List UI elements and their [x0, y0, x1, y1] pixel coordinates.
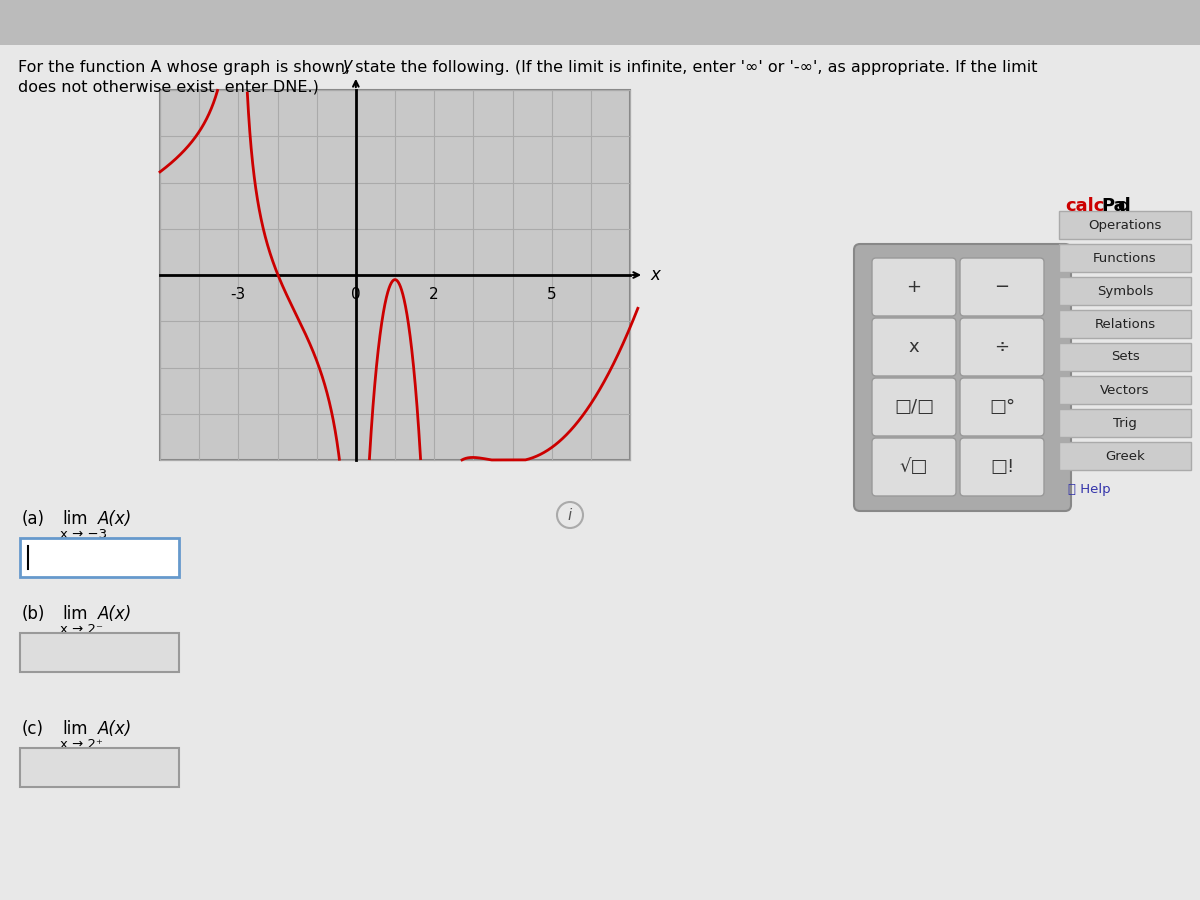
- FancyBboxPatch shape: [960, 318, 1044, 376]
- FancyBboxPatch shape: [872, 258, 956, 316]
- FancyBboxPatch shape: [1060, 244, 1190, 272]
- Text: Trig: Trig: [1114, 417, 1136, 429]
- FancyBboxPatch shape: [1060, 442, 1190, 470]
- Text: (a): (a): [22, 510, 46, 528]
- Text: □°: □°: [989, 398, 1015, 416]
- Text: Functions: Functions: [1093, 251, 1157, 265]
- FancyBboxPatch shape: [0, 0, 1200, 45]
- Text: A(x): A(x): [98, 605, 132, 623]
- FancyBboxPatch shape: [960, 438, 1044, 496]
- FancyBboxPatch shape: [960, 258, 1044, 316]
- Text: x → 2⁻: x → 2⁻: [60, 623, 103, 636]
- FancyBboxPatch shape: [1060, 310, 1190, 338]
- Text: lim: lim: [62, 605, 88, 623]
- FancyBboxPatch shape: [1060, 376, 1190, 404]
- FancyBboxPatch shape: [1060, 409, 1190, 437]
- FancyBboxPatch shape: [872, 378, 956, 436]
- FancyBboxPatch shape: [960, 378, 1044, 436]
- Text: For the function A whose graph is shown, state the following. (If the limit is i: For the function A whose graph is shown,…: [18, 60, 1038, 75]
- Text: A(x): A(x): [98, 720, 132, 738]
- FancyBboxPatch shape: [1060, 211, 1190, 239]
- Text: 5: 5: [547, 287, 557, 302]
- FancyBboxPatch shape: [872, 318, 956, 376]
- Text: +: +: [906, 278, 922, 296]
- Text: x: x: [650, 266, 660, 284]
- FancyBboxPatch shape: [1060, 343, 1190, 371]
- Text: ÷: ÷: [995, 338, 1009, 356]
- FancyBboxPatch shape: [20, 748, 179, 787]
- Text: Greek: Greek: [1105, 449, 1145, 463]
- Text: x → 2⁺: x → 2⁺: [60, 738, 103, 751]
- Text: □!: □!: [990, 458, 1014, 476]
- Text: 0: 0: [352, 287, 361, 302]
- Text: 2: 2: [430, 287, 439, 302]
- Text: x: x: [908, 338, 919, 356]
- Text: √□: √□: [900, 458, 929, 476]
- Text: (c): (c): [22, 720, 44, 738]
- Text: Sets: Sets: [1111, 350, 1139, 364]
- FancyBboxPatch shape: [872, 438, 956, 496]
- Text: lim: lim: [62, 510, 88, 528]
- Text: d: d: [1117, 197, 1129, 215]
- FancyBboxPatch shape: [20, 538, 179, 577]
- Text: does not otherwise exist, enter DNE.): does not otherwise exist, enter DNE.): [18, 80, 319, 95]
- Text: y: y: [343, 56, 353, 74]
- FancyBboxPatch shape: [854, 244, 1072, 511]
- Text: i: i: [568, 508, 572, 523]
- Text: Pa: Pa: [1102, 197, 1126, 215]
- Text: ⓘ Help: ⓘ Help: [1068, 482, 1111, 496]
- Text: (b): (b): [22, 605, 46, 623]
- Text: x → −3: x → −3: [60, 528, 107, 541]
- Text: □/□: □/□: [894, 398, 934, 416]
- Text: -3: -3: [230, 287, 246, 302]
- FancyBboxPatch shape: [160, 90, 630, 460]
- Text: Vectors: Vectors: [1100, 383, 1150, 397]
- Text: calc: calc: [1066, 197, 1104, 215]
- Text: A(x): A(x): [98, 510, 132, 528]
- Text: Operations: Operations: [1088, 219, 1162, 231]
- Text: −: −: [995, 278, 1009, 296]
- Text: Symbols: Symbols: [1097, 284, 1153, 298]
- Text: lim: lim: [62, 720, 88, 738]
- FancyBboxPatch shape: [1060, 277, 1190, 305]
- Text: Relations: Relations: [1094, 318, 1156, 330]
- FancyBboxPatch shape: [20, 633, 179, 672]
